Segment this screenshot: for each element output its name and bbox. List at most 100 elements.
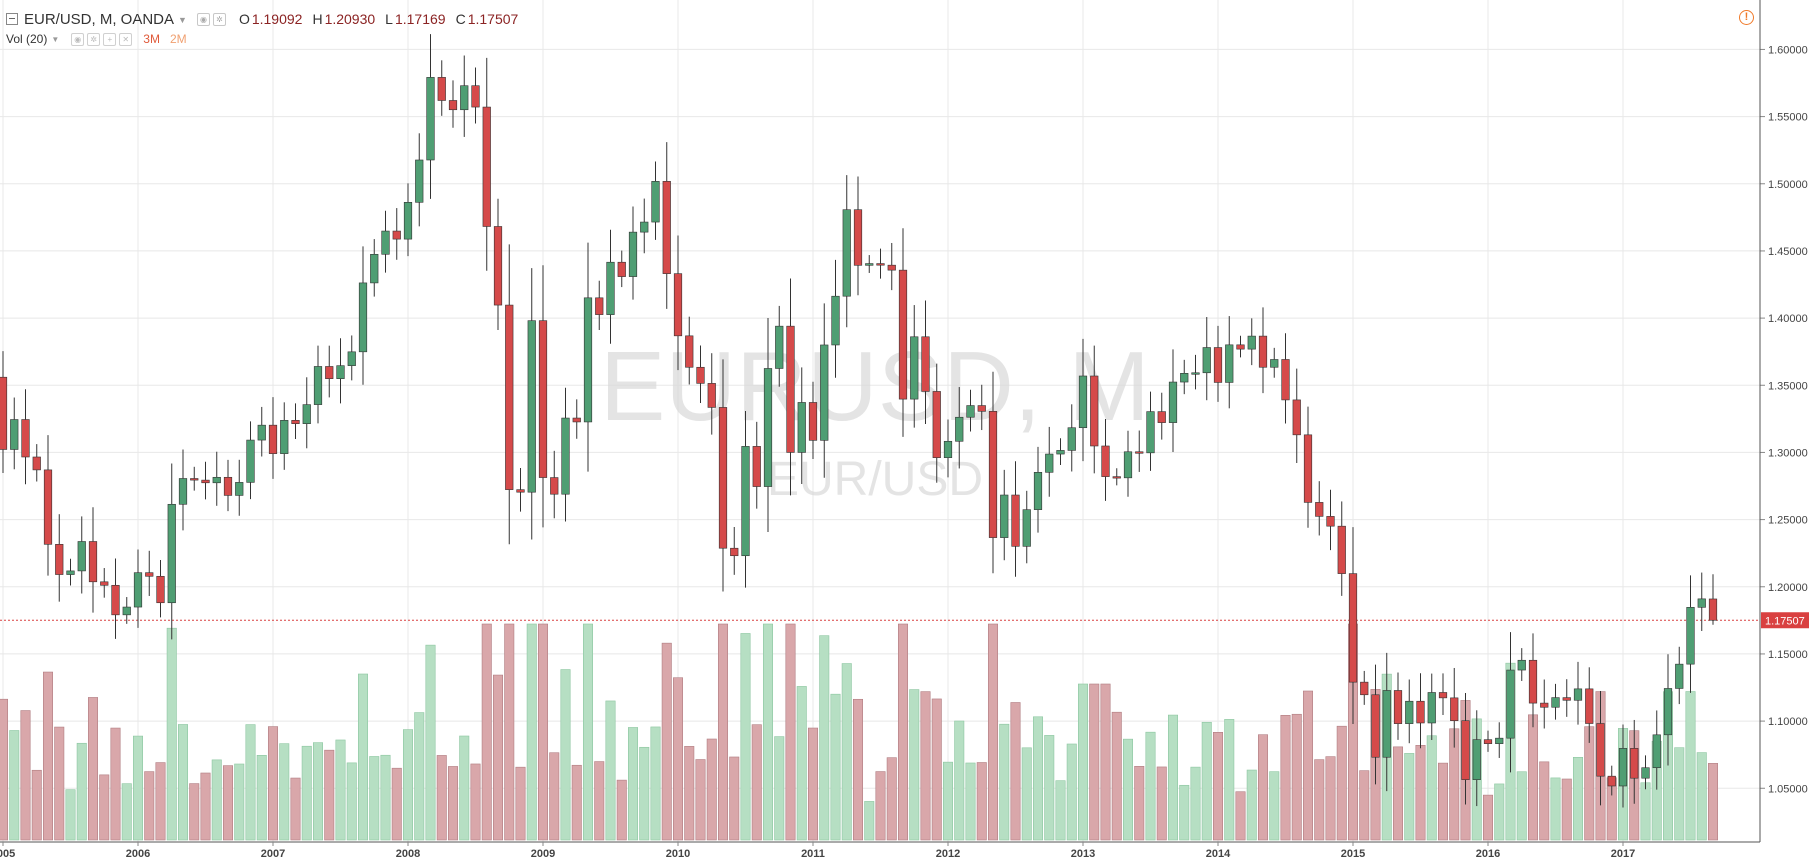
- volume-bar: [0, 698, 8, 841]
- volume-bar: [178, 724, 189, 841]
- volume-bar: [88, 697, 99, 841]
- candle-body: [628, 231, 638, 277]
- candle: [876, 248, 885, 279]
- volume-bar: [740, 633, 751, 841]
- candle: [730, 526, 739, 575]
- volume-bar: [492, 674, 503, 841]
- candle-body: [1641, 767, 1650, 779]
- volume-bar: [1438, 762, 1449, 841]
- volume-bar: [425, 644, 436, 841]
- candle-body: [1090, 375, 1099, 447]
- volume-bar: [1156, 766, 1167, 841]
- candle: [797, 367, 806, 484]
- symbol-title[interactable]: EUR/USD, M, OANDA: [24, 10, 175, 28]
- candle: [437, 60, 446, 116]
- candle-body: [1652, 734, 1661, 769]
- candle-body: [820, 344, 829, 441]
- candle-body: [640, 221, 649, 233]
- price-tick-label: 1.25000: [1768, 515, 1808, 527]
- candle-body: [1337, 525, 1346, 574]
- candle: [1607, 765, 1616, 796]
- chevron-down-icon[interactable]: ▼: [51, 35, 60, 44]
- volume-bar: [1269, 771, 1280, 841]
- volume-bar: [627, 727, 638, 841]
- volume-bar: [1303, 690, 1314, 841]
- add-icon[interactable]: +: [103, 32, 117, 46]
- volume-bar: [121, 783, 132, 841]
- volume-bar: [1010, 702, 1021, 841]
- candle-body: [235, 482, 244, 496]
- volume-bar: [1168, 714, 1179, 841]
- volume-bar: [1708, 763, 1719, 841]
- price-tick-label: 1.60000: [1768, 44, 1808, 56]
- low-label: L: [385, 11, 393, 27]
- candle: [538, 265, 548, 528]
- volume-bar: [391, 767, 402, 841]
- candle: [887, 242, 896, 291]
- watermark-main: EURUSD, M: [600, 331, 1150, 441]
- candle-body: [223, 476, 233, 496]
- candle-body: [1371, 694, 1380, 758]
- close-icon[interactable]: ✕: [119, 32, 133, 46]
- volume-bar: [1528, 714, 1539, 841]
- candle: [516, 468, 525, 512]
- candle: [831, 259, 840, 378]
- candle-body: [77, 541, 86, 572]
- candle: [820, 303, 829, 478]
- settings-icon[interactable]: ✲: [87, 32, 101, 46]
- chevron-down-icon[interactable]: ▼: [178, 15, 187, 25]
- candle-body: [1618, 748, 1628, 787]
- candle: [1146, 391, 1155, 471]
- candle-body: [145, 572, 154, 577]
- volume-bar: [1089, 683, 1100, 841]
- volume-bar: [1246, 769, 1257, 841]
- candle-body: [1686, 607, 1695, 665]
- low-value: 1.17169: [394, 11, 446, 27]
- candle-body: [448, 100, 458, 111]
- volume-bar: [762, 623, 773, 841]
- candle: [1596, 691, 1605, 806]
- volume-label[interactable]: Vol (20): [6, 32, 48, 46]
- volume-bar: [1539, 761, 1550, 841]
- candle-body: [257, 424, 266, 441]
- volume-bar: [1179, 784, 1190, 841]
- candle-body: [1663, 688, 1673, 736]
- candle: [865, 255, 874, 273]
- volume-bar: [571, 764, 582, 841]
- candle-body: [325, 366, 334, 379]
- volume-bar: [819, 635, 830, 841]
- high-value: 1.20930: [324, 11, 376, 27]
- volume-bar: [942, 761, 953, 841]
- candle: [718, 359, 728, 592]
- price-tick-label: 1.05000: [1768, 783, 1808, 795]
- candle: [302, 377, 311, 449]
- candle-body: [1348, 573, 1358, 683]
- candle: [606, 229, 615, 344]
- candle: [133, 549, 143, 628]
- time-tick-label: 2015: [1341, 848, 1365, 860]
- candle: [460, 55, 469, 137]
- eye-icon[interactable]: ◉: [196, 12, 210, 26]
- settings-icon[interactable]: ✲: [212, 12, 226, 26]
- volume-bar: [965, 762, 976, 841]
- collapse-icon[interactable]: [6, 13, 18, 25]
- candle-body: [471, 85, 480, 108]
- candle: [178, 449, 188, 531]
- candle: [617, 250, 626, 288]
- candle-body: [977, 405, 986, 412]
- price-tick-label: 1.40000: [1768, 313, 1808, 325]
- price-tick-label: 1.10000: [1768, 716, 1808, 728]
- eye-icon[interactable]: ◉: [71, 32, 85, 46]
- candle-body: [381, 230, 390, 255]
- volume-bar: [459, 735, 470, 841]
- time-tick-label: 2017: [1611, 848, 1635, 860]
- candle-body: [426, 77, 435, 161]
- candle: [32, 444, 41, 482]
- volume-bar: [594, 761, 605, 841]
- alert-icon[interactable]: !: [1739, 10, 1754, 25]
- candle-body: [932, 391, 941, 458]
- candle-body: [201, 479, 210, 484]
- close-value: 1.17507: [467, 11, 519, 27]
- candle: [932, 363, 941, 483]
